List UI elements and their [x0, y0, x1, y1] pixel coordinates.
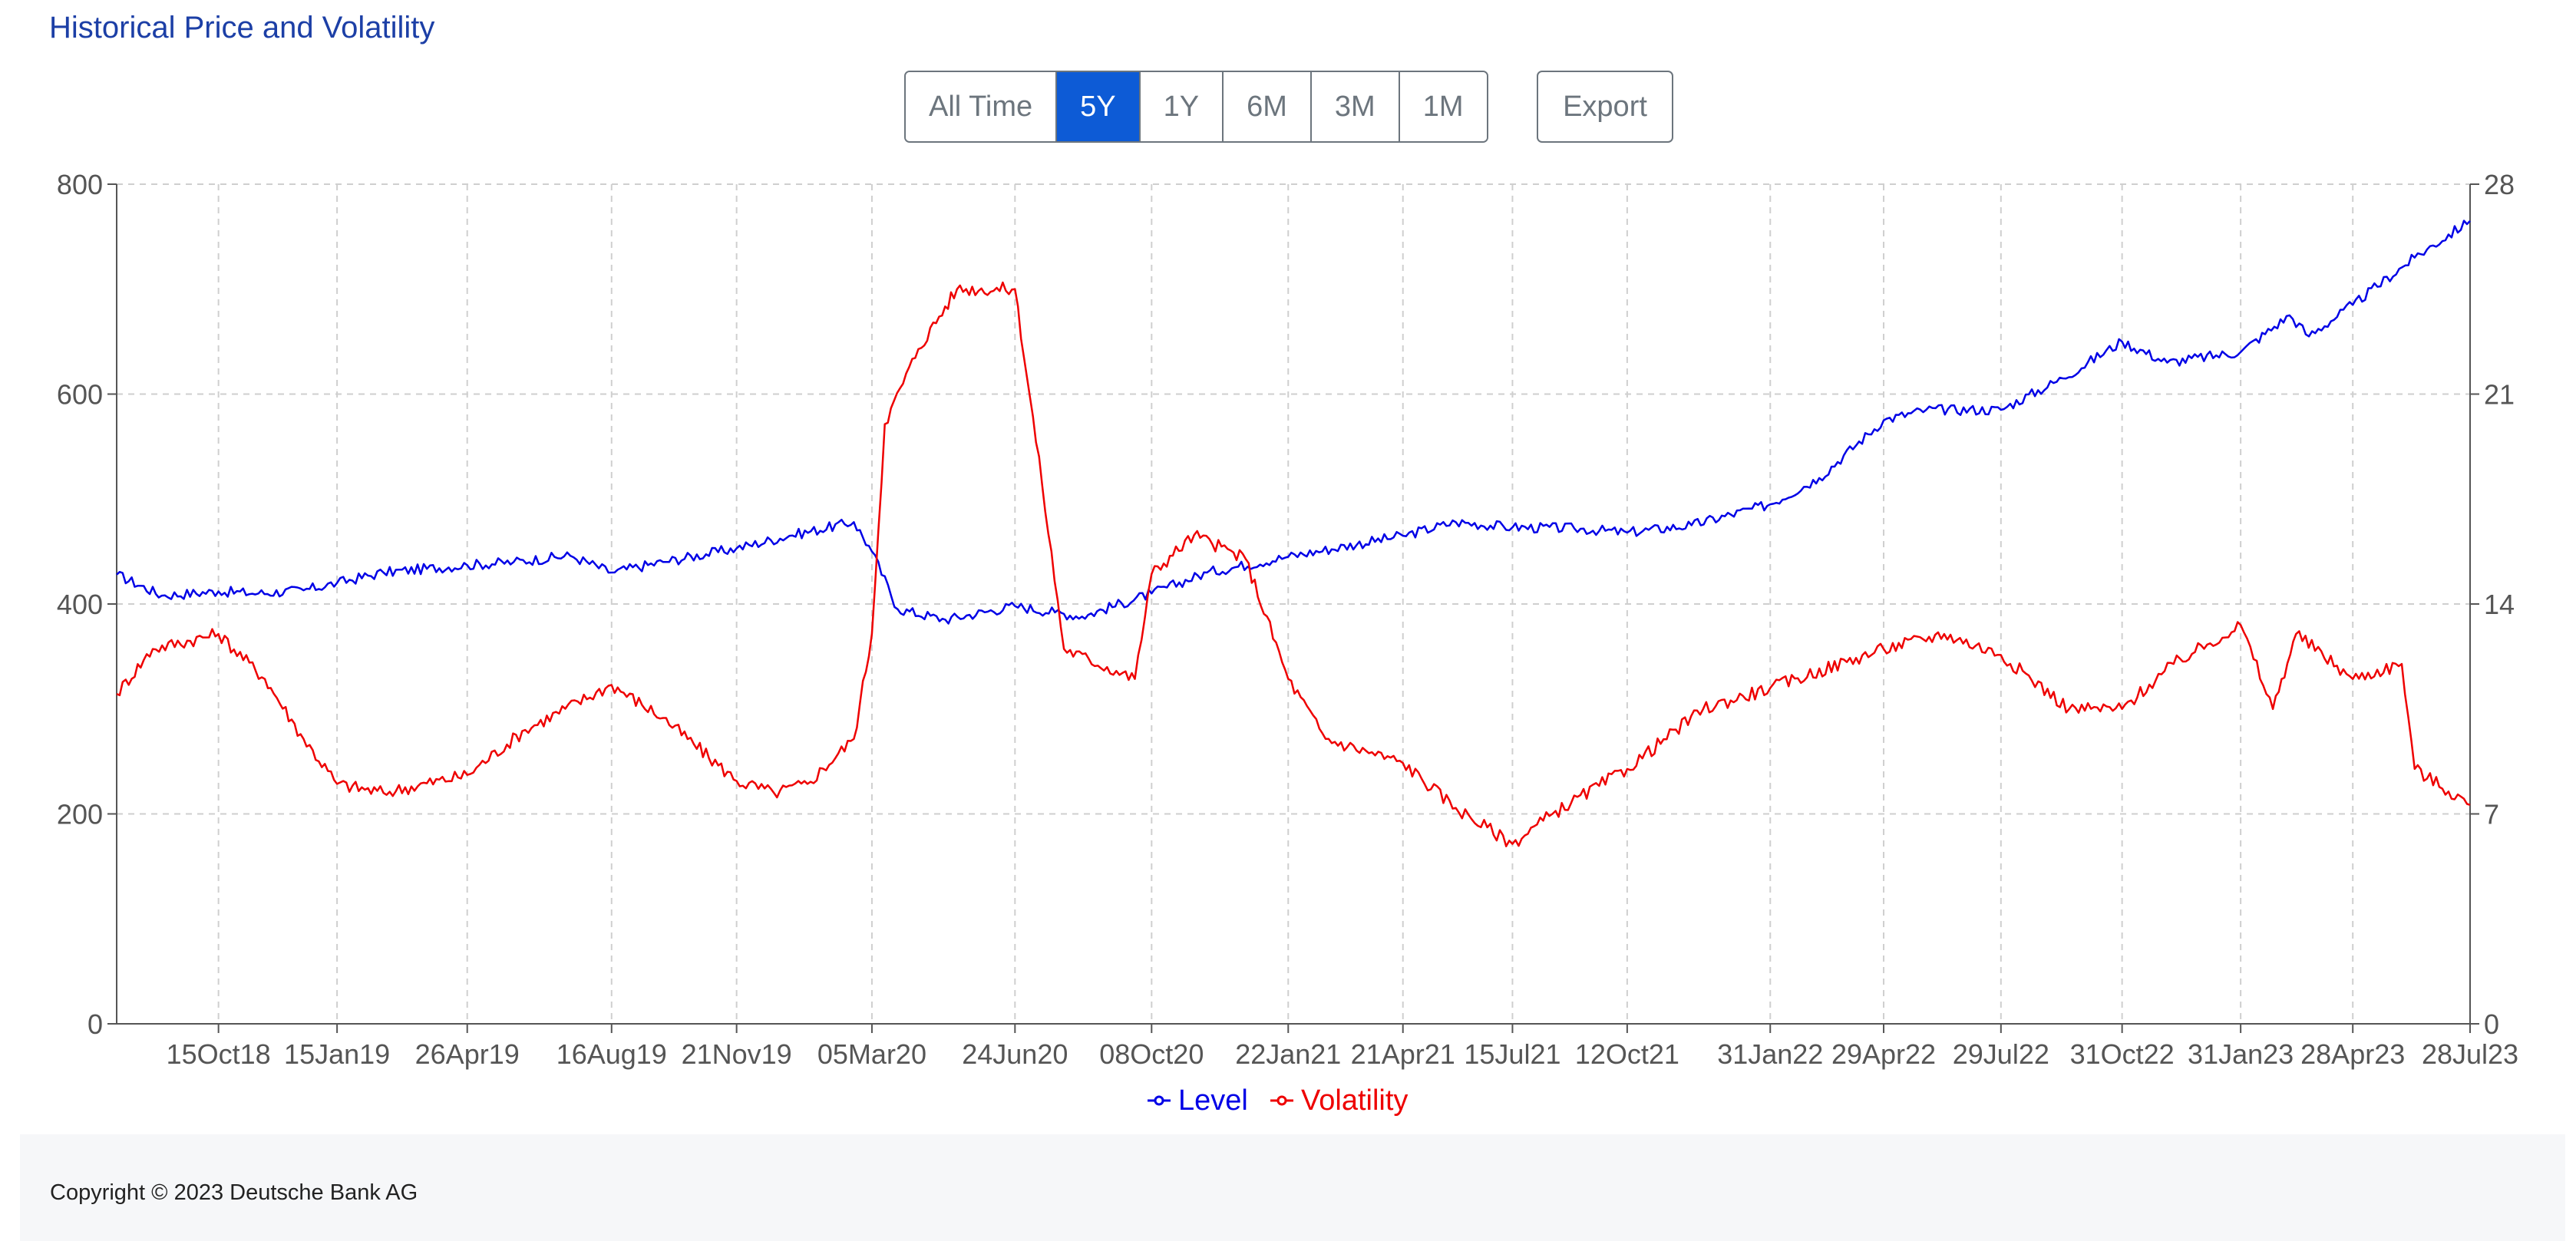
y-left-tick-label: 800 — [57, 169, 103, 200]
legend-volatility-marker — [1276, 1095, 1287, 1106]
x-tick-label: 16Aug19 — [556, 1038, 667, 1070]
volatility-series-line — [116, 281, 2471, 847]
x-tick-label: 05Mar20 — [817, 1038, 926, 1070]
x-tick-label: 28Apr23 — [2300, 1038, 2405, 1070]
x-tick-label: 24Jun20 — [962, 1038, 1068, 1070]
range-button-5y[interactable]: 5Y — [1057, 72, 1141, 141]
y-right-tick-label: 28 — [2484, 169, 2515, 200]
level-series-line — [116, 219, 2471, 625]
range-button-1m[interactable]: 1M — [1399, 72, 1487, 141]
copyright-text: Copyright © 2023 Deutsche Bank AG — [50, 1180, 418, 1205]
x-tick-label: 29Apr22 — [1831, 1038, 1936, 1070]
x-tick-label: 28Jul23 — [2422, 1038, 2518, 1070]
legend-level-marker — [1154, 1095, 1164, 1106]
x-tick-label: 15Oct18 — [167, 1038, 271, 1070]
x-tick-label: 29Jul22 — [1953, 1038, 2049, 1070]
export-button[interactable]: Export — [1537, 71, 1673, 143]
y-right-tick-label: 21 — [2484, 379, 2515, 411]
x-tick-label: 21Apr21 — [1351, 1038, 1455, 1070]
price-volatility-chart: 0 200 400 600 800 0 7 14 21 28 15Oct18 15Jan19 26Apr… — [57, 169, 2518, 1117]
range-button-6m[interactable]: 6M — [1224, 72, 1312, 141]
y-left-tick-label: 600 — [57, 379, 103, 411]
page-title: Historical Price and Volatility — [49, 11, 435, 45]
range-selector: All Time 5Y 1Y 6M 3M 1M — [904, 71, 1488, 143]
x-tick-label: 15Jan19 — [284, 1038, 390, 1070]
range-button-all-time[interactable]: All Time — [906, 72, 1058, 141]
footer: Copyright © 2023 Deutsche Bank AG — [20, 1134, 2565, 1241]
legend-volatility-label: Volatility — [1301, 1084, 1408, 1117]
y-right-tick-label: 0 — [2484, 1008, 2499, 1040]
y-right-tick-label: 7 — [2484, 799, 2499, 830]
x-tick-label: 21Nov19 — [682, 1038, 792, 1070]
y-right-tick-label: 14 — [2484, 589, 2515, 620]
y-left-tick-label: 200 — [57, 799, 103, 830]
x-tick-label: 31Jan23 — [2188, 1038, 2294, 1070]
x-tick-label: 26Apr19 — [415, 1038, 520, 1070]
x-tick-label: 12Oct21 — [1575, 1038, 1679, 1070]
x-tick-label: 31Oct22 — [2070, 1038, 2175, 1070]
x-tick-label: 15Jul21 — [1464, 1038, 1560, 1070]
x-tick-label: 08Oct20 — [1099, 1038, 1204, 1070]
y-left-tick-label: 0 — [88, 1008, 103, 1040]
x-tick-label: 31Jan22 — [1717, 1038, 1823, 1070]
range-button-1y[interactable]: 1Y — [1140, 72, 1224, 141]
y-left-tick-label: 400 — [57, 589, 103, 620]
range-button-3m[interactable]: 3M — [1311, 72, 1400, 141]
legend-level-label: Level — [1178, 1084, 1248, 1117]
x-tick-label: 22Jan21 — [1235, 1038, 1341, 1070]
